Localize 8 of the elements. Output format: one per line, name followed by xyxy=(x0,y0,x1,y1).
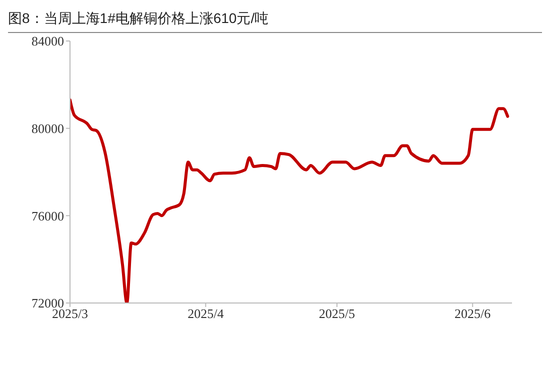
x-tick-label: 2025/5 xyxy=(318,306,356,322)
chart-title: 图8：当周上海1#电解铜价格上涨610元/吨 xyxy=(8,8,542,33)
x-tick-label: 2025/6 xyxy=(454,306,492,322)
line-series xyxy=(70,98,510,303)
y-tick-label: 84000 xyxy=(32,34,64,49)
x-tick-label: 2025/4 xyxy=(188,306,224,322)
y-tick-label: 80000 xyxy=(32,120,64,136)
y-tick-label: 76000 xyxy=(32,208,64,224)
